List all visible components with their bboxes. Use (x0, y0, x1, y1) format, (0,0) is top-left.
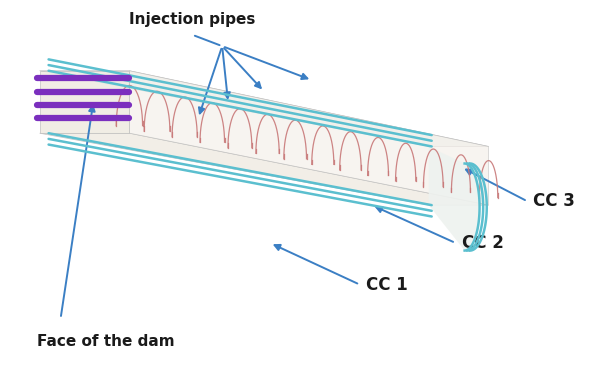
Text: Face of the dam: Face of the dam (37, 334, 174, 349)
Text: CC 3: CC 3 (533, 192, 575, 211)
Polygon shape (429, 146, 479, 250)
Polygon shape (130, 71, 488, 205)
Text: Injection pipes: Injection pipes (129, 12, 256, 27)
Polygon shape (40, 71, 130, 133)
Text: CC 1: CC 1 (366, 276, 407, 294)
Polygon shape (40, 71, 488, 146)
Polygon shape (40, 133, 488, 205)
Text: CC 2: CC 2 (461, 234, 503, 252)
